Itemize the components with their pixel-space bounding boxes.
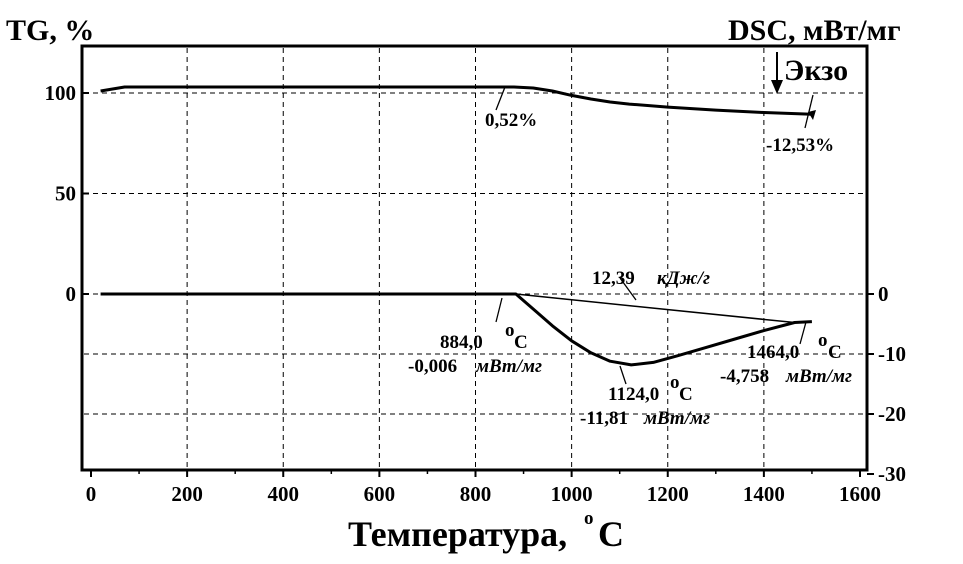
y-right-tick-label: -30 [878, 462, 906, 486]
peak-temp: 1124,0 [608, 384, 659, 405]
series-layer [100, 85, 812, 367]
y-left-tick-label: 50 [55, 182, 76, 206]
annotation-leaders [495, 86, 816, 385]
end-temp-unit: C [828, 342, 842, 363]
end-value: -4,758 [720, 366, 769, 387]
x-tick-label: 1400 [743, 482, 785, 506]
exo-arrow-icon [771, 52, 783, 94]
y-left-tick-label: 0 [66, 282, 77, 306]
dsc-baseline [515, 293, 795, 324]
x-axis-unit: C [598, 514, 624, 554]
exo-label: Экзо [784, 54, 848, 87]
peak-degree: o [670, 372, 680, 393]
y-right-tick-label: -10 [878, 342, 906, 366]
x-tick-label: 400 [268, 482, 300, 506]
x-tick-label: 1200 [647, 482, 689, 506]
x-tick-label: 1600 [839, 482, 881, 506]
onset-unit: мВт/мг [475, 356, 542, 377]
x-tick-label: 0 [86, 482, 97, 506]
plot-frame [80, 44, 869, 472]
enthalpy-value: 12,39 [592, 268, 635, 289]
x-tick-label: 600 [364, 482, 396, 506]
y-right-tick-label: -20 [878, 402, 906, 426]
tg-end-label: -12,53% [766, 135, 834, 156]
onset-value: -0,006 [408, 356, 457, 377]
enthalpy-unit: кДж/г [657, 268, 710, 289]
tg-curve [100, 85, 812, 116]
ticks: 0 200 400 600 800 1000 1200 1400 1600 100 50 0 0 -10 -… [45, 81, 907, 506]
peak-temp-unit: C [679, 384, 693, 405]
peak-value: -11,81 [580, 408, 628, 429]
x-tick-label: 800 [460, 482, 492, 506]
dsc-curve [100, 292, 812, 367]
x-axis-title: Температура, [348, 514, 567, 554]
x-tick-label: 1000 [551, 482, 593, 506]
x-axis-degree: o [584, 508, 594, 529]
onset-degree: o [505, 320, 515, 341]
x-tick-label: 200 [171, 482, 203, 506]
end-unit: мВт/мг [785, 366, 852, 387]
end-degree: o [818, 330, 828, 351]
y-left-title: TG, % [6, 14, 94, 47]
y-right-title: DSC, мВт/мг [728, 14, 901, 47]
onset-temp-unit: C [514, 332, 528, 353]
y-right-tick-label: 0 [878, 282, 889, 306]
onset-temp: 884,0 [440, 332, 483, 353]
end-temp: 1464,0 [747, 342, 799, 363]
y-left-tick-label: 100 [45, 81, 77, 105]
tg-start-label: 0,52% [485, 110, 537, 131]
peak-unit: мВт/мг [643, 408, 710, 429]
